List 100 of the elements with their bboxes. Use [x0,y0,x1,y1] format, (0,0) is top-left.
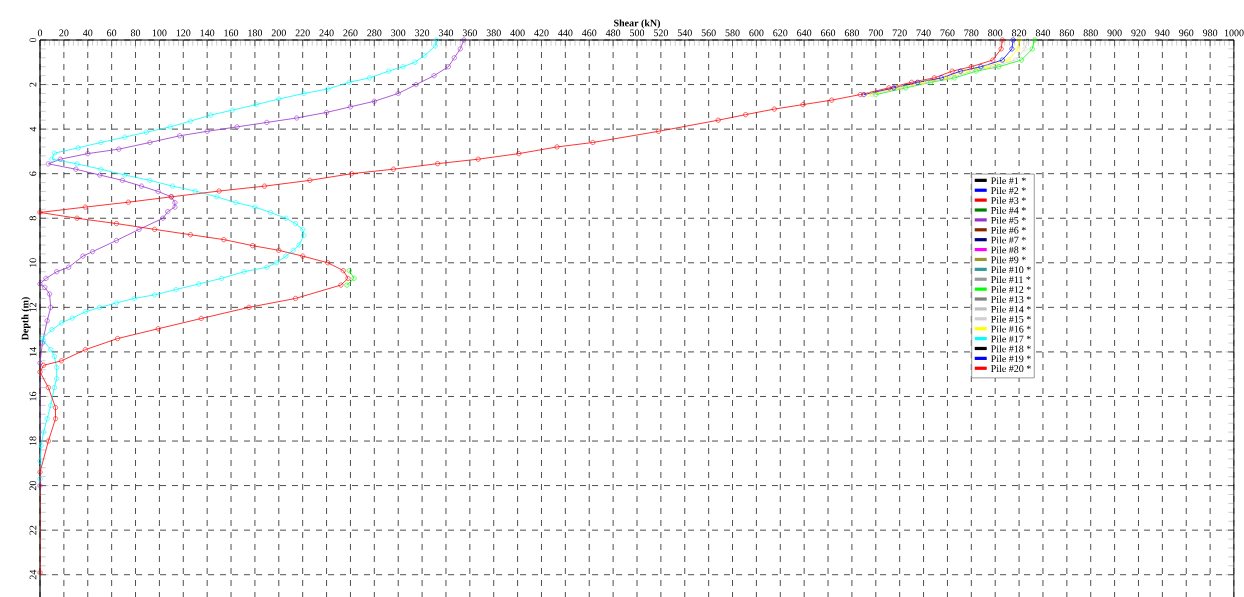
point [147,139,153,145]
x-tick-label: 900 [1107,29,1122,37]
x-tick-label: 660 [820,29,836,37]
x-tick-label: 60 [107,29,117,37]
point [324,109,330,115]
point [37,360,43,366]
y-tick-label: 2 [29,82,37,87]
point [53,405,59,411]
point [928,79,934,85]
point [978,64,984,70]
point [85,151,91,157]
x-tick-label: 380 [486,29,501,37]
point [345,275,351,281]
x-tick-label: 540 [677,29,692,37]
point [90,249,96,255]
point [435,161,441,167]
x-tick-label: 240 [319,29,334,37]
point [996,64,1002,70]
y-tick-label: 18 [29,436,37,446]
legend-label: Pile #11 * [991,275,1031,283]
point [48,304,54,310]
point [413,82,419,88]
x-tick-label: 620 [773,29,788,37]
point [216,188,222,194]
y-tick-label: 0 [29,37,37,43]
point [1005,57,1011,63]
point [221,237,227,243]
x-tick-label: 340 [438,29,454,37]
x-tick-label: 800 [988,29,1003,37]
legend-label: Pile #19 * [991,355,1031,363]
x-tick-label: 600 [749,29,764,37]
x-tick-label: 780 [964,29,979,37]
point [138,183,144,189]
point [53,416,59,422]
y-tick-label: 20 [29,480,37,491]
point [475,156,481,162]
x-tick-label: 40 [82,29,93,37]
point [1013,57,1018,63]
point [307,177,313,183]
x-tick-label: 760 [940,29,955,37]
y-tick-label: 16 [29,391,37,401]
point [873,92,879,98]
point [891,85,897,91]
y-tick-label: 24 [29,569,37,580]
point [276,247,282,253]
x-tick-label: 840 [1035,29,1051,37]
x-tick-label: 460 [581,29,597,37]
point [45,385,51,391]
x-tick-label: 860 [1059,29,1074,37]
point [351,275,357,281]
point [998,46,1004,52]
point [264,119,270,125]
y-tick-label: 6 [29,171,37,176]
point [66,264,72,270]
x-tick-label: 360 [462,29,477,37]
x-tick-label: 720 [892,29,907,37]
legend-label: Pile #13 * [991,295,1031,303]
point [125,199,131,205]
x-tick-label: 640 [797,29,812,37]
point [924,79,930,85]
point [390,166,396,172]
point [187,232,193,238]
x-tick-label: 0 [37,29,43,37]
x-tick-label: 120 [176,29,191,37]
point [371,98,377,104]
point [1009,46,1015,52]
legend-label: Pile #8 * [991,246,1026,254]
point [136,226,142,232]
point [590,139,596,145]
point [395,90,401,96]
point [204,128,210,134]
point [113,238,119,244]
point [37,469,43,475]
point [445,64,451,70]
point [58,358,64,364]
point [155,189,161,194]
y-tick-label: 4 [29,126,37,132]
point [115,336,121,342]
point [54,269,60,275]
point [743,112,749,118]
x-tick-label: 80 [130,29,141,37]
point [1022,46,1028,52]
point [293,295,299,301]
point [948,75,954,81]
x-tick-label: 180 [248,29,263,37]
point [990,64,996,70]
point [47,291,53,297]
legend-label: Pile #10 * [991,266,1031,274]
point [457,46,463,52]
legend-label: Pile #5 * [991,216,1026,224]
y-axis-title: Depth (m) [21,297,31,341]
point [338,282,344,288]
point [41,362,47,368]
point [43,275,49,281]
point [554,144,560,150]
x-tick-label: 160 [224,29,239,37]
x-tick-label: 20 [59,29,69,37]
point [113,221,119,227]
point [999,57,1005,63]
legend-label: Pile #17 * [991,335,1031,343]
